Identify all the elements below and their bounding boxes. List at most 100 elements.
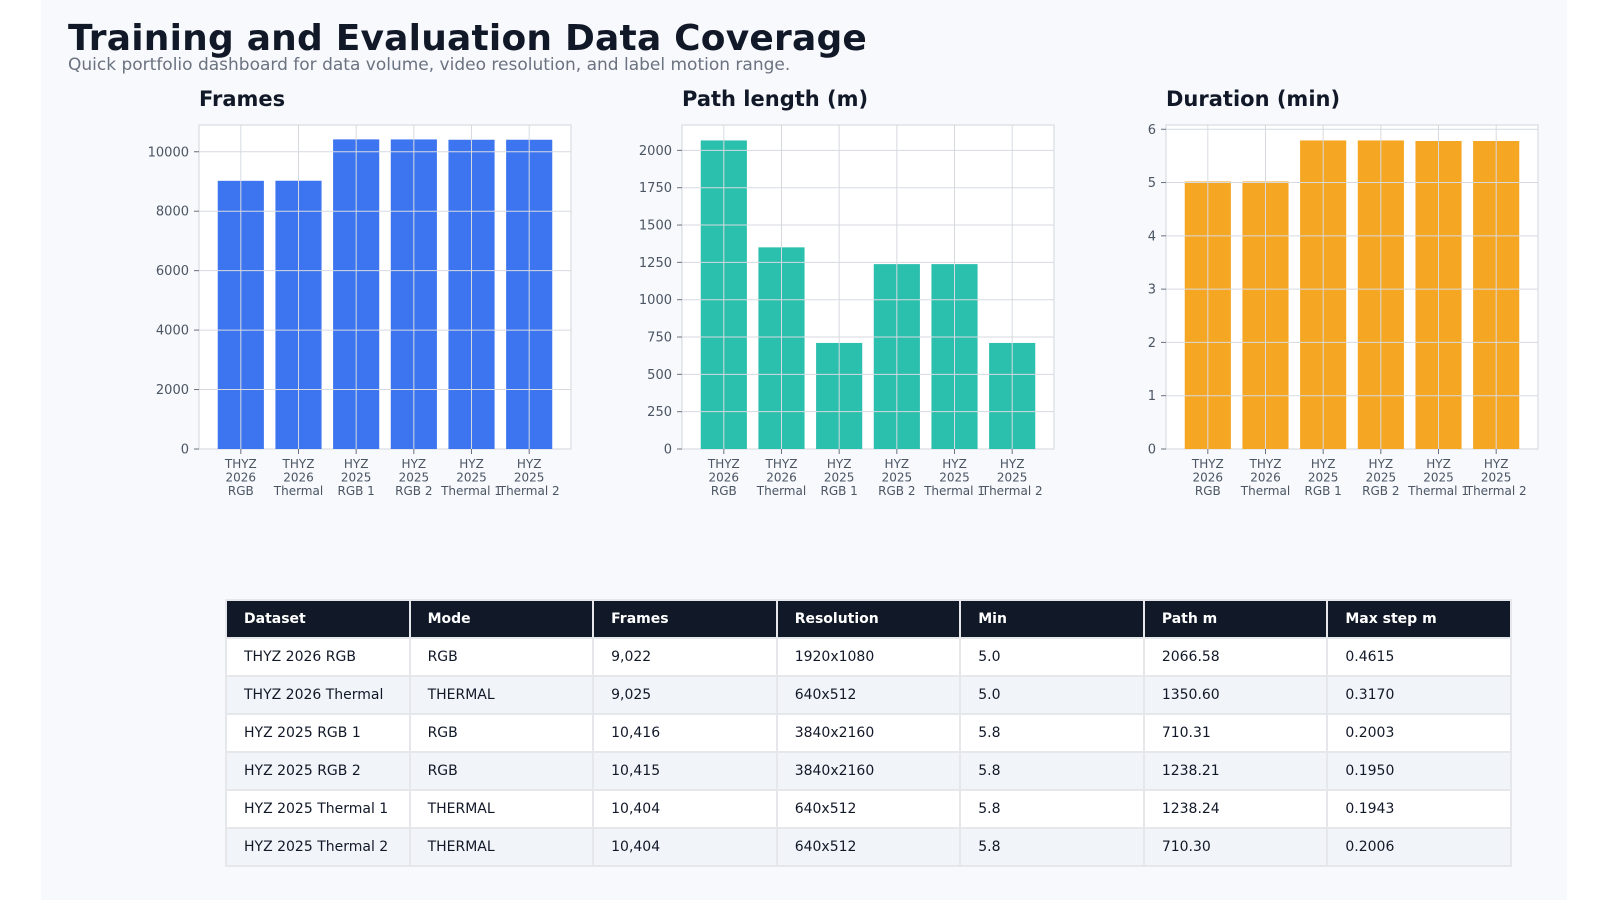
table-cell: THYZ 2026 Thermal <box>225 675 411 715</box>
y-tick-label: 4000 <box>156 324 189 339</box>
table-cell: 0.4615 <box>1326 637 1512 677</box>
y-tick-label: 4 <box>1148 229 1156 244</box>
table-row: HYZ 2025 Thermal 1 THERMAL 10,404 640x51… <box>225 789 1512 829</box>
table-cell: 10,404 <box>592 789 778 829</box>
x-tick-label: HYZ 2025 RGB 1 <box>820 457 857 498</box>
y-tick-label: 1000 <box>639 293 672 308</box>
x-tick-label: THYZ 2026 RGB <box>224 457 257 498</box>
table-cell: 5.0 <box>959 675 1145 715</box>
x-tick-label: THYZ 2026 Thermal <box>273 457 323 498</box>
chart-title: Path length (m) <box>682 87 868 111</box>
table-cell: 0.2003 <box>1326 713 1512 753</box>
table-header-row: Dataset Mode Frames Resolution Min Path … <box>225 599 1512 639</box>
chart-title: Frames <box>199 87 285 111</box>
dataset-summary-table: Dataset Mode Frames Resolution Min Path … <box>225 599 1512 867</box>
table-cell: 0.2006 <box>1326 827 1512 867</box>
table-cell: 10,404 <box>592 827 778 867</box>
table-cell: 640x512 <box>775 827 962 867</box>
y-tick-label: 10000 <box>148 145 189 160</box>
y-tick-label: 750 <box>647 331 672 346</box>
column-header-dataset: Dataset <box>225 599 411 639</box>
x-tick-label: THYZ 2026 RGB <box>707 457 740 498</box>
table-cell: 5.8 <box>959 751 1145 791</box>
table-cell: RGB <box>408 713 595 753</box>
x-tick-label: HYZ 2025 RGB 2 <box>878 457 915 498</box>
x-tick-label: THYZ 2026 Thermal <box>756 457 806 498</box>
y-tick-label: 5 <box>1148 176 1156 191</box>
column-header-resolution: Resolution <box>775 599 962 639</box>
y-tick-label: 1750 <box>639 181 672 196</box>
chart-title: Duration (min) <box>1166 87 1340 111</box>
table-cell: 3840x2160 <box>775 751 962 791</box>
y-tick-label: 0 <box>1148 443 1156 458</box>
table-row: HYZ 2025 RGB 2 RGB 10,415 3840x2160 5.8 … <box>225 751 1512 791</box>
y-tick-label: 2 <box>1148 336 1156 351</box>
y-tick-label: 2000 <box>156 383 189 398</box>
x-tick-label: HYZ 2025 RGB 2 <box>395 457 432 498</box>
x-tick-label: HYZ 2025 Thermal 2 <box>981 457 1043 498</box>
y-tick-label: 0 <box>664 443 672 458</box>
table-cell: 0.1950 <box>1326 751 1512 791</box>
table-cell: 9,022 <box>592 637 778 677</box>
x-tick-label: THYZ 2026 RGB <box>1191 457 1224 498</box>
table-cell: HYZ 2025 RGB 2 <box>225 751 411 791</box>
table-cell: 2066.58 <box>1142 637 1329 677</box>
table-cell: THERMAL <box>408 789 595 829</box>
x-tick-label: HYZ 2025 RGB 2 <box>1362 457 1399 498</box>
table-cell: HYZ 2025 Thermal 2 <box>225 827 411 867</box>
table-cell: RGB <box>408 637 595 677</box>
y-tick-label: 1500 <box>639 219 672 234</box>
y-tick-label: 1 <box>1148 389 1156 404</box>
x-tick-label: HYZ 2025 Thermal 2 <box>1465 457 1527 498</box>
column-header-max-step: Max step m <box>1326 599 1512 639</box>
x-tick-label: THYZ 2026 Thermal <box>1240 457 1290 498</box>
x-tick-label: HYZ 2025 RGB 1 <box>1304 457 1341 498</box>
table-cell: THERMAL <box>408 827 595 867</box>
x-tick-label: HYZ 2025 Thermal 1 <box>923 457 985 498</box>
y-tick-label: 250 <box>647 405 672 420</box>
table-cell: 1238.21 <box>1142 751 1329 791</box>
table-cell: RGB <box>408 751 595 791</box>
chart-3: Duration (min) 0 1 2 3 4 5 6 THYZ 2026 RGB THYZ 2026… <box>1148 87 1539 498</box>
page-title: Training and Evaluation Data Coverage <box>68 18 868 59</box>
column-header-min: Min <box>959 599 1145 639</box>
x-tick-label: HYZ 2025 RGB 1 <box>337 457 374 498</box>
y-tick-label: 2000 <box>639 144 672 159</box>
y-tick-label: 500 <box>647 368 672 383</box>
column-header-frames: Frames <box>592 599 778 639</box>
table-cell: 710.30 <box>1142 827 1329 867</box>
table-cell: 0.1943 <box>1326 789 1512 829</box>
table-cell: 1350.60 <box>1142 675 1329 715</box>
table-cell: 5.8 <box>959 827 1145 867</box>
page-subtitle: Quick portfolio dashboard for data volum… <box>68 55 791 75</box>
y-tick-label: 0 <box>181 443 189 458</box>
table-cell: 5.8 <box>959 789 1145 829</box>
table-cell: 5.0 <box>959 637 1145 677</box>
x-tick-label: HYZ 2025 Thermal 2 <box>498 457 560 498</box>
table-cell: 640x512 <box>775 789 962 829</box>
y-tick-label: 8000 <box>156 205 189 220</box>
table-cell: 9,025 <box>592 675 778 715</box>
table-cell: 640x512 <box>775 675 962 715</box>
table-row: HYZ 2025 RGB 1 RGB 10,416 3840x2160 5.8 … <box>225 713 1512 753</box>
chart-1: Frames 0 2000 4000 6000 8000 10000 THYZ 2026 RGB T… <box>148 87 572 498</box>
y-tick-label: 3 <box>1148 283 1156 298</box>
column-header-path: Path m <box>1142 599 1329 639</box>
table-row: THYZ 2026 Thermal THERMAL 9,025 640x512 … <box>225 675 1512 715</box>
table-cell: 710.31 <box>1142 713 1329 753</box>
y-tick-label: 6 <box>1148 123 1156 138</box>
y-tick-label: 1250 <box>639 256 672 271</box>
table-row: HYZ 2025 Thermal 2 THERMAL 10,404 640x51… <box>225 827 1512 867</box>
table-cell: 1238.24 <box>1142 789 1329 829</box>
x-tick-label: HYZ 2025 Thermal 1 <box>1407 457 1469 498</box>
table-cell: 0.3170 <box>1326 675 1512 715</box>
table-cell: 10,416 <box>592 713 778 753</box>
table-cell: THYZ 2026 RGB <box>225 637 411 677</box>
table-cell: HYZ 2025 Thermal 1 <box>225 789 411 829</box>
table-cell: 10,415 <box>592 751 778 791</box>
table-cell: THERMAL <box>408 675 595 715</box>
column-header-mode: Mode <box>408 599 595 639</box>
table-cell: 5.8 <box>959 713 1145 753</box>
chart-2: Path length (m) 0 250 500 750 1000 1250 1500 175… <box>639 87 1055 498</box>
